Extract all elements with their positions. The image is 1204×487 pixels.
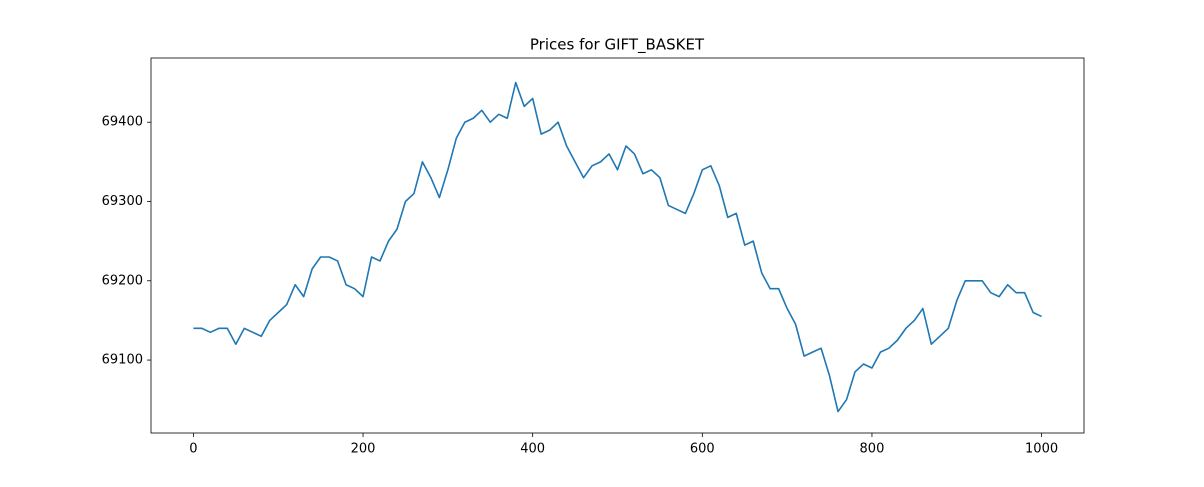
plot-frame [150,57,1085,434]
y-tick-label: 69200 [102,273,143,288]
chart-title: Prices for GIFT_BASKET [530,36,705,55]
x-tick-label: 0 [189,442,197,457]
x-tick-label: 600 [690,442,715,457]
x-tick-label: 200 [351,442,376,457]
x-tick-label: 400 [520,442,545,457]
y-tick-label: 69100 [102,353,143,368]
y-tick-label: 69300 [102,194,143,209]
x-tick-label: 800 [860,442,885,457]
line-series [193,81,1042,413]
y-tick-label: 69400 [102,115,143,130]
x-tick-label: 1000 [1025,442,1058,457]
